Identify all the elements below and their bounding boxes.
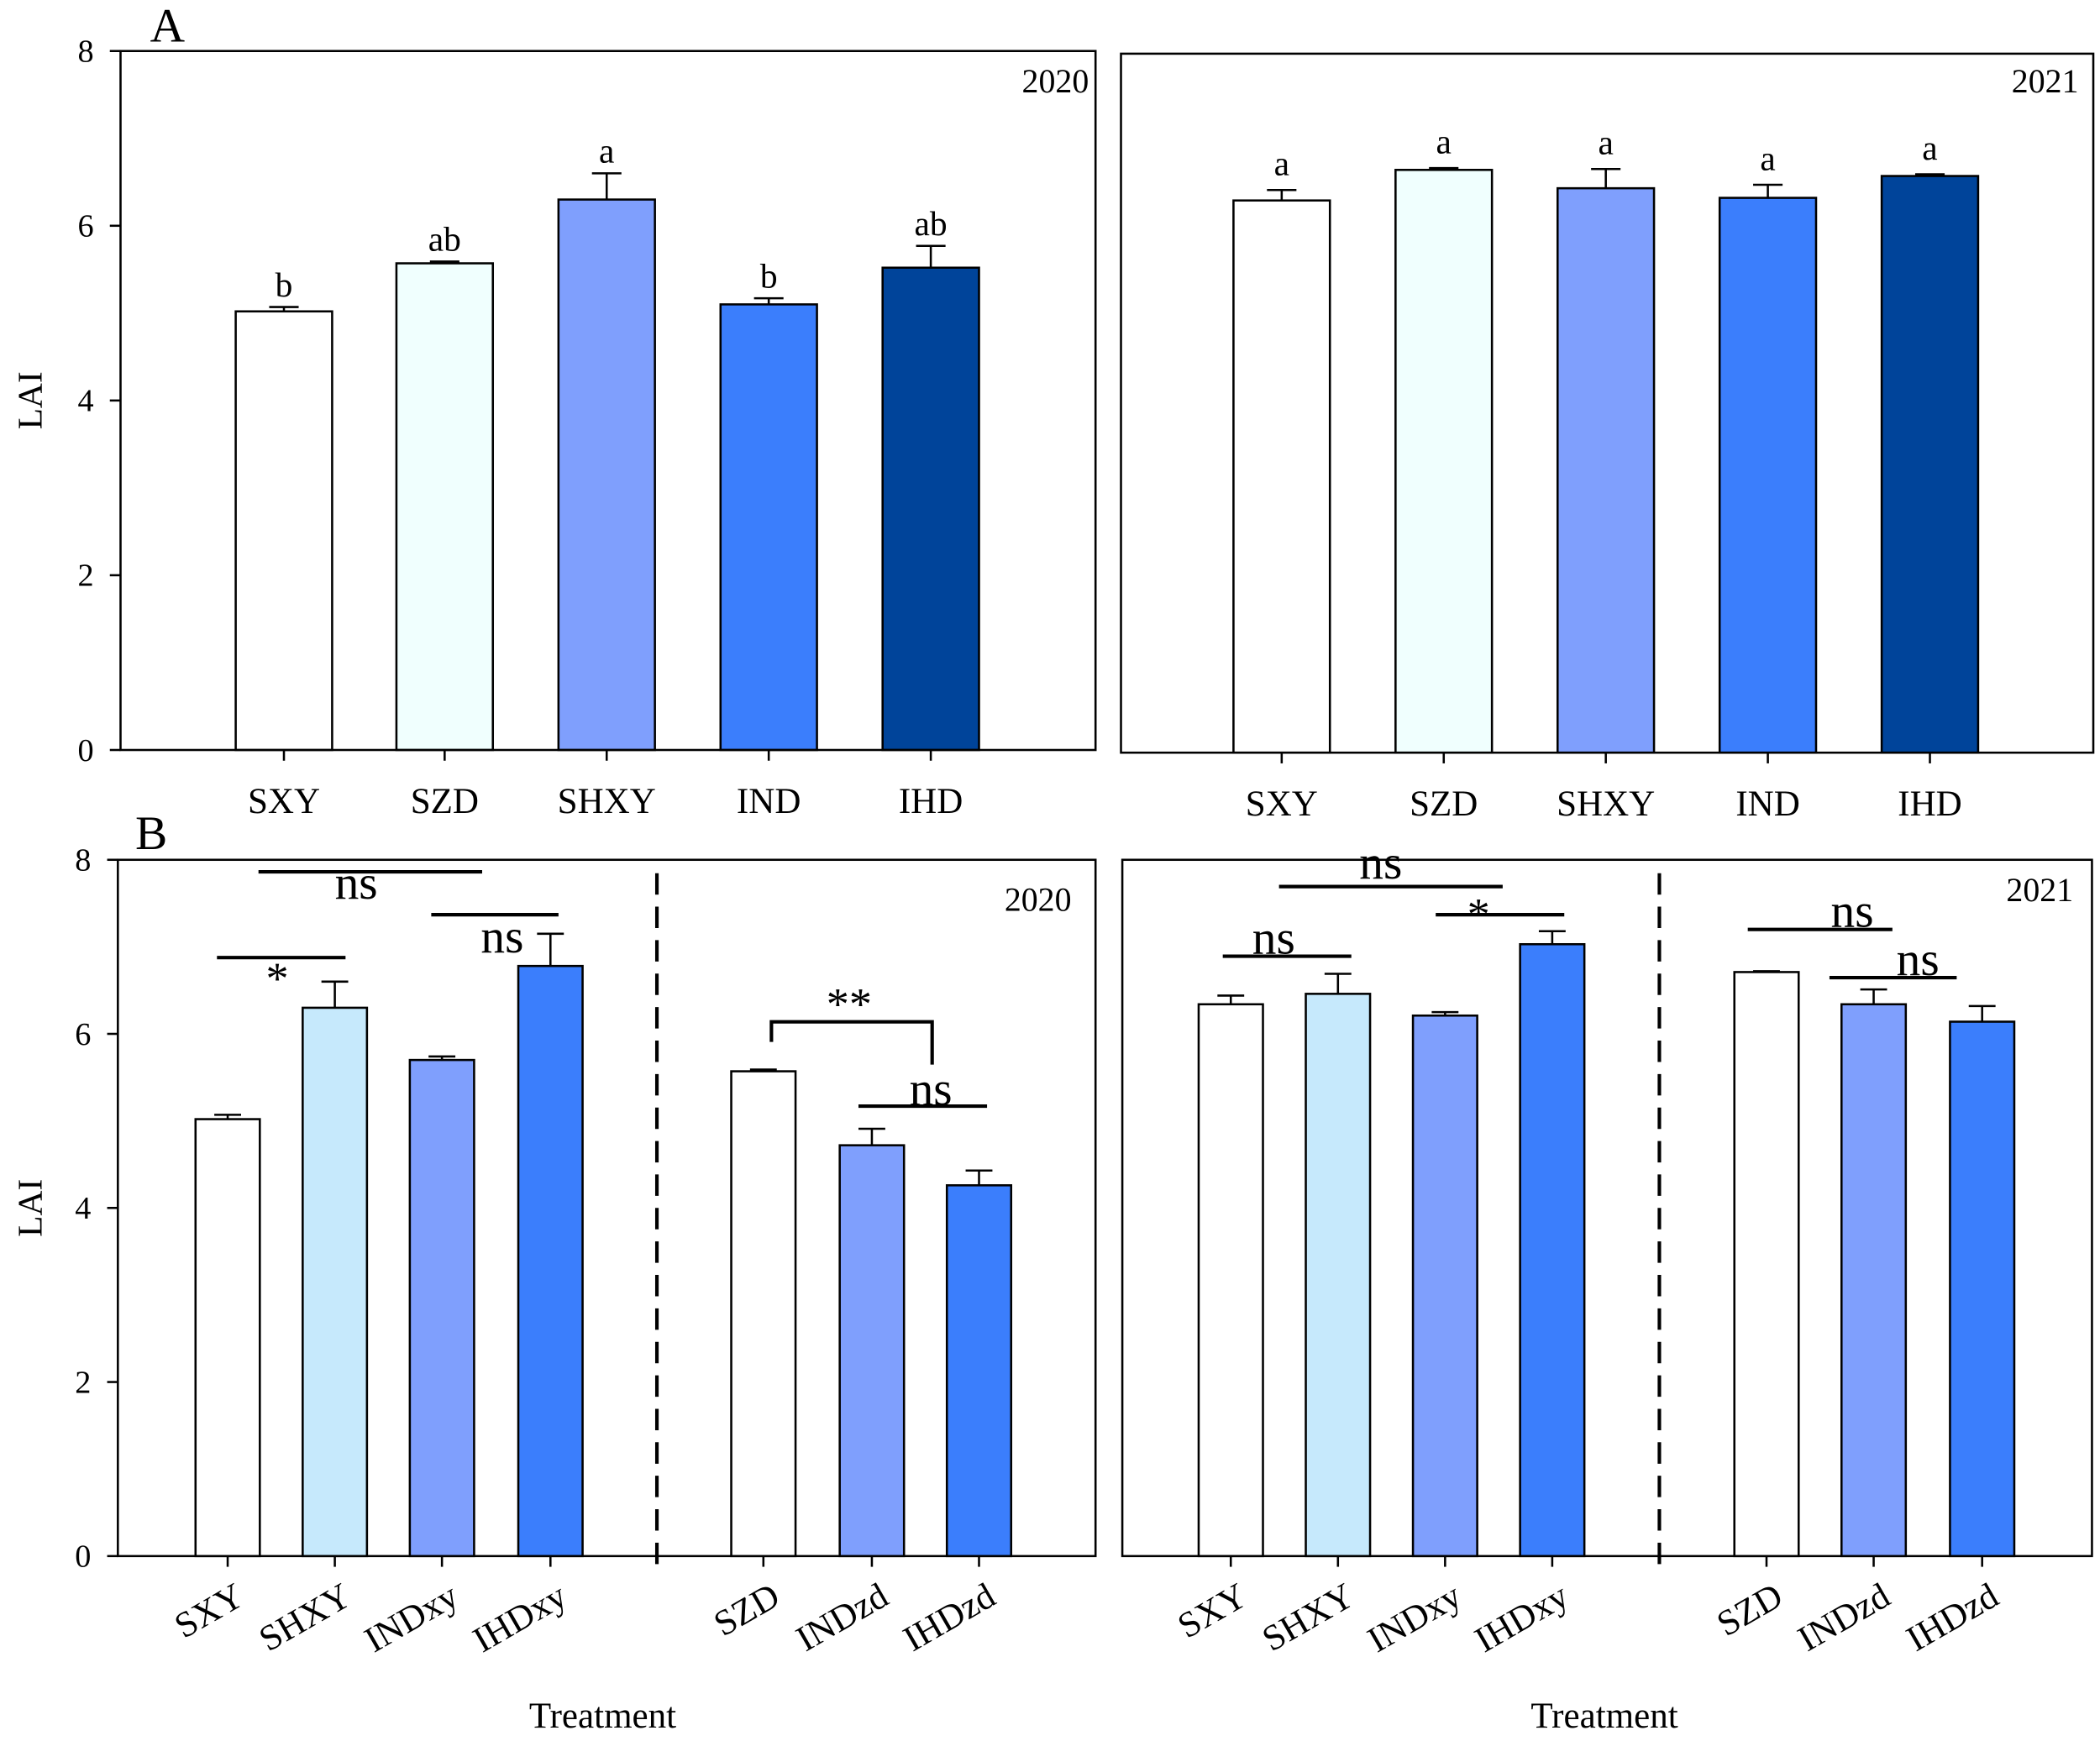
- year-label-a-2021: 2021: [2012, 62, 2079, 100]
- bar-b-2021-ihdzd: [1949, 1020, 2016, 1558]
- x-axis-title-b-2020: Treatment: [529, 1696, 676, 1736]
- y-axis-title-b: LAI: [10, 1179, 49, 1237]
- y-tick-label-b-2020-6: 6: [75, 1017, 91, 1052]
- chart-a-2020: SXY b SZD ab SHXY a IND b IHD ab 0 2 4 6 8: [77, 34, 1097, 821]
- sig-letter-a-2020-shxy: a: [599, 132, 614, 170]
- y-tick-label-b-2020-2: 2: [75, 1365, 91, 1400]
- y-tick-label-a-2020-0: 0: [77, 733, 93, 768]
- bar-b-2020-ihdxy: [517, 964, 584, 1558]
- y-tick-label-a-2020-8: 8: [77, 34, 93, 69]
- y-axis-title-a: LAI: [10, 371, 49, 429]
- sig-letter-a-2021-ind: a: [1760, 139, 1775, 177]
- bar-a-2020-ihd: [881, 266, 980, 752]
- bar-a-2021-ind: [1718, 197, 1818, 754]
- significance-b-2021: ns ns * ns ns: [1222, 836, 1957, 986]
- year-label-b-2021: 2021: [2006, 871, 2073, 909]
- y-tick-label-b-2020-0: 0: [75, 1539, 91, 1575]
- sig-label-b-2020-4: **: [827, 978, 872, 1029]
- sig-letter-a-2020-ihd: ab: [915, 204, 948, 243]
- sig-letter-a-2021-sxy: a: [1274, 144, 1289, 183]
- x-tick-label-a-2021-shxy: SHXY: [1557, 784, 1655, 824]
- chart-a-2021: SXY a SZD a SHXY a IND a IHD a: [1120, 52, 2095, 824]
- sig-letter-a-2020-szd: ab: [428, 220, 461, 259]
- bar-b-2020-indxy: [408, 1058, 475, 1558]
- y-tick-label-a-2020-4: 4: [77, 384, 93, 419]
- year-label-b-2020: 2020: [1005, 880, 1072, 918]
- bar-b-2020-ihdzd: [945, 1184, 1013, 1558]
- bar-a-2021-sxy: [1232, 199, 1331, 754]
- bar-a-2020-szd: [395, 262, 495, 752]
- year-label-a-2020: 2020: [1022, 62, 1089, 100]
- sig-label-b-2020-2: ns: [335, 857, 378, 910]
- y-tick-label-a-2020-6: 6: [77, 209, 93, 244]
- bar-a-2021-shxy: [1556, 186, 1656, 754]
- sig-label-b-2021-3: *: [1467, 889, 1490, 940]
- y-tick-label-a-2020-2: 2: [77, 558, 93, 594]
- bar-b-2020-sxy: [194, 1118, 261, 1558]
- sig-letter-a-2021-ihd: a: [1922, 128, 1937, 167]
- y-tick-label-b-2020-4: 4: [75, 1191, 91, 1226]
- bar-a-2021-szd: [1394, 169, 1494, 754]
- sig-label-b-2021-4: ns: [1831, 884, 1874, 937]
- sig-letter-a-2021-shxy: a: [1598, 123, 1613, 162]
- x-tick-label-a-2020-ind: IND: [737, 782, 801, 821]
- x-axis-title-b-2021: Treatment: [1530, 1696, 1677, 1736]
- plot-frame-b-2021: [1121, 858, 2093, 1558]
- x-tick-label-a-2020-ihd: IHD: [899, 782, 963, 821]
- x-tick-label-a-2020-sxy: SXY: [248, 782, 320, 821]
- plot-frame-a-2021: [1120, 52, 2095, 754]
- x-tick-label-a-2021-szd: SZD: [1410, 784, 1478, 824]
- sig-label-b-2021-5: ns: [1897, 933, 1940, 986]
- bar-b-2021-indzd: [1840, 1003, 1908, 1558]
- sig-letter-a-2021-szd: a: [1436, 123, 1452, 161]
- y-tick-label-b-2020-8: 8: [75, 843, 91, 878]
- sig-label-b-2020-3: ns: [480, 910, 523, 963]
- bar-b-2021-indxy: [1411, 1014, 1478, 1558]
- sig-bracket-b-2020-4: [769, 1020, 934, 1065]
- bar-b-2020-shxy: [302, 1006, 369, 1558]
- bar-a-2020-ind: [719, 303, 818, 752]
- bar-b-2021-shxy: [1305, 993, 1372, 1558]
- x-tick-label-a-2021-sxy: SXY: [1246, 784, 1318, 824]
- sig-label-b-2020-5: ns: [910, 1063, 953, 1116]
- bar-b-2021-sxy: [1197, 1003, 1264, 1558]
- bar-b-2021-szd: [1733, 971, 1800, 1558]
- chart-b-2021: SXY SHXY INDxy IHDxy SZD INDzd IHDzd: [1121, 858, 2093, 1660]
- sig-label-b-2021-2: ns: [1359, 836, 1402, 889]
- x-tick-label-a-2021-ind: IND: [1735, 784, 1799, 824]
- bar-b-2020-szd: [730, 1070, 797, 1558]
- x-tick-label-a-2021-ihd: IHD: [1898, 784, 1961, 824]
- panel-label-b: B: [135, 807, 167, 860]
- sig-label-b-2021-1: ns: [1252, 911, 1295, 964]
- sig-letter-a-2020-sxy: b: [276, 265, 293, 304]
- sig-letter-a-2020-ind: b: [760, 256, 778, 295]
- bar-a-2020-sxy: [234, 310, 333, 752]
- bar-b-2021-ihdxy: [1519, 942, 1586, 1558]
- x-tick-label-a-2020-shxy: SHXY: [558, 782, 656, 821]
- x-tick-label-a-2020-szd: SZD: [411, 782, 479, 821]
- bar-b-2020-indzd: [838, 1144, 906, 1558]
- bar-a-2021-ihd: [1880, 175, 1980, 754]
- panel-label-a: A: [150, 0, 186, 53]
- significance-b-2020: * ns ns ** ns: [217, 857, 988, 1116]
- sig-label-b-2020-1: *: [265, 953, 288, 1004]
- bar-a-2020-shxy: [557, 198, 656, 752]
